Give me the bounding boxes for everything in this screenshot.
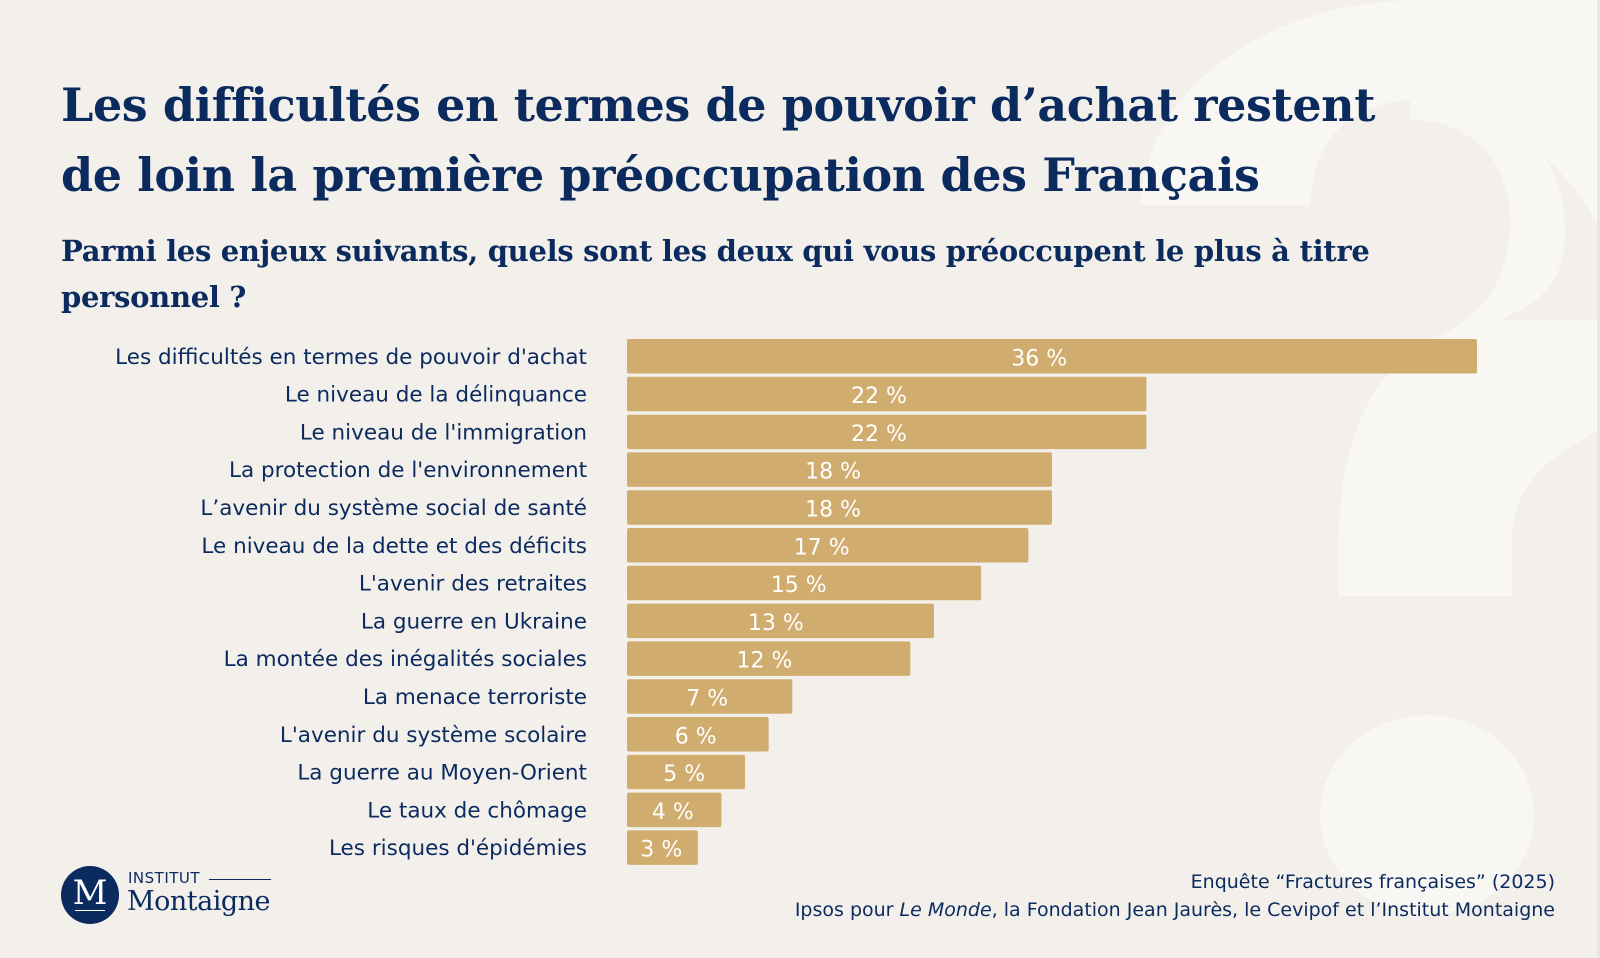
logo-monogram-icon: M [61,866,119,924]
value-label: 15 % [771,573,827,598]
value-label: 36 % [1011,346,1067,371]
bar [627,490,1052,525]
question-mark-hook [1140,0,1600,230]
bar [627,339,1477,374]
bar-row: L’avenir du système social de santé 18 % [200,490,1052,525]
logo-institut-text: INSTITUT [128,869,201,887]
bar-row: La montée des inégalités sociales 12 % [224,641,911,676]
logo-monogram-underline [75,909,105,911]
value-label: 22 % [851,422,907,447]
title-line-1: Les difficultés en termes de pouvoir d’a… [61,78,1376,132]
bar-row: La menace terroriste 7 % [363,679,793,714]
right-edge-strip [1597,0,1600,958]
value-label: 22 % [851,384,907,409]
bar [627,452,1052,487]
category-label: Le niveau de l'immigration [300,420,587,445]
category-label: La guerre en Ukraine [361,609,587,634]
bar-row: Les difficultés en termes de pouvoir d'a… [115,339,1477,374]
bar-row: La guerre en Ukraine 13 % [361,603,934,639]
bar-row: L'avenir des retraites 15 % [359,565,982,601]
bar [627,414,1147,450]
question-mark-right [1500,255,1600,596]
category-label: L’avenir du système social de santé [200,496,587,521]
bar-row: La guerre au Moyen-Orient 5 % [297,754,746,790]
logo-monogram-letter: M [72,873,108,913]
bar-row: L'avenir du système scolaire 6 % [280,717,769,752]
institut-montaigne-logo: M INSTITUT Montaigne [61,865,291,927]
title-line-2: de loin la première préoccupation des Fr… [61,148,1260,202]
question-mark-dot [1320,715,1534,915]
source-credits: Ipsos pour Le Monde, la Fondation Jean J… [795,896,1555,924]
value-label: 6 % [675,724,717,749]
value-label: 4 % [652,800,694,825]
category-label: L'avenir des retraites [359,572,587,597]
value-label: 7 % [686,686,728,711]
value-label: 18 % [805,460,861,485]
source-credits-publication: Le Monde [899,899,992,921]
value-label: 17 % [794,535,850,560]
bar [627,603,934,639]
bar-row: Le taux de chômage 4 % [367,792,722,828]
bar [627,754,746,790]
category-label: Le niveau de la délinquance [285,383,587,408]
bar [627,717,769,752]
bar [627,565,982,601]
bar [627,376,1147,412]
question-line-1: Parmi les enjeux suivants, quels sont le… [61,234,1370,268]
bar-row: Les risques d'épidémies 3 % [329,830,698,865]
category-label: La menace terroriste [363,685,587,710]
source-credits-prefix: Ipsos pour [794,899,900,921]
category-label: La montée des inégalités sociales [224,647,587,672]
category-label: La guerre au Moyen-Orient [297,761,587,786]
bar [627,830,698,865]
value-label: 5 % [663,762,705,787]
logo-montaigne-text: Montaigne [127,886,271,917]
category-label: Les difficultés en termes de pouvoir d'a… [115,345,587,370]
bar [627,641,911,676]
value-label: 18 % [805,497,861,522]
source-credits-suffix: , la Fondation Jean Jaurès, le Cevipof e… [991,899,1555,921]
value-label: 3 % [640,838,682,863]
bar-row: La protection de l'environnement 18 % [229,452,1052,487]
category-label: La protection de l'environnement [229,458,587,483]
value-label: 12 % [736,649,792,674]
bar-row: Le niveau de la dette et des déficits 17 … [201,528,1029,563]
bar-row: Le niveau de la délinquance 22 % [285,376,1147,412]
category-label: Les risques d'épidémies [329,836,587,861]
survey-question: Parmi les enjeux suivants, quels sont le… [61,228,1501,320]
category-label: Le niveau de la dette et des déficits [201,534,587,559]
category-label: L'avenir du système scolaire [280,723,587,748]
source-survey: Enquête “Fractures françaises” (2025) [1190,871,1555,893]
page-title: Les difficultés en termes de pouvoir d’a… [61,70,1501,210]
source-note: Enquête “Fractures françaises” (2025) Ip… [795,868,1555,924]
logo-rule [209,879,271,881]
bar [627,528,1029,563]
bar [627,679,793,714]
question-line-2: personnel ? [61,280,247,314]
bar [627,792,722,828]
bar-row: Le niveau de l'immigration 22 % [300,414,1147,450]
category-label: Le taux de chômage [367,798,587,823]
value-label: 13 % [748,611,804,636]
